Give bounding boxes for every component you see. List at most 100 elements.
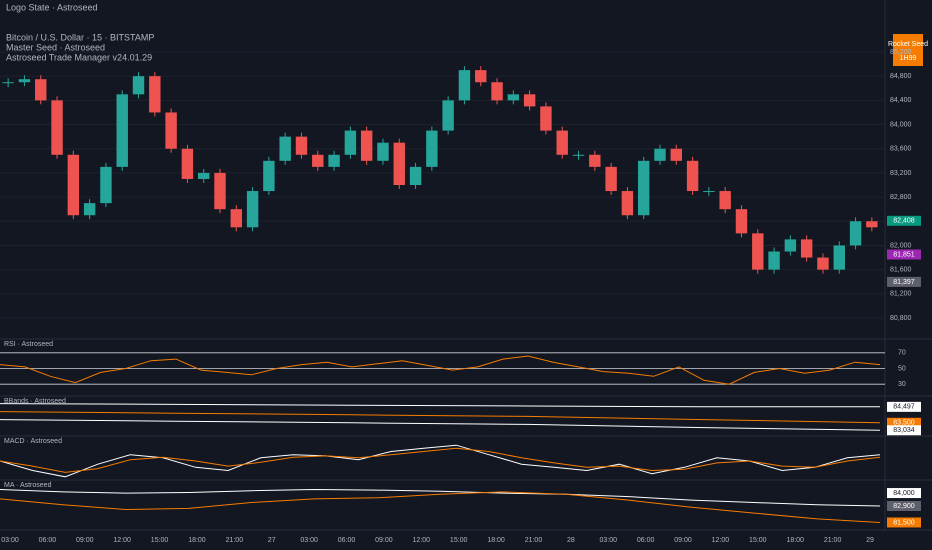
- y-tick-label: 81,600: [890, 266, 912, 273]
- x-tick-label: 15:00: [450, 537, 468, 544]
- candle: [491, 82, 503, 101]
- x-tick-label: 06:00: [637, 537, 655, 544]
- candle: [507, 94, 520, 101]
- indicator-line: [0, 355, 881, 385]
- candle: [703, 191, 715, 193]
- y-tick-label: 80,800: [890, 315, 912, 322]
- x-tick-label: 15:00: [749, 537, 767, 544]
- price-tag: [887, 501, 921, 511]
- candle: [279, 136, 291, 161]
- candle: [246, 191, 259, 228]
- candle: [654, 148, 666, 161]
- x-tick-label: 03:00: [1, 537, 19, 544]
- candle: [263, 160, 275, 192]
- candle: [67, 154, 80, 216]
- candle: [540, 106, 552, 131]
- y-tick-label: 70: [898, 350, 906, 357]
- candle: [817, 257, 829, 270]
- candle: [670, 148, 682, 161]
- x-tick-label: 18:00: [786, 537, 804, 544]
- candle: [686, 160, 699, 192]
- price-tag-label: 82,408: [893, 218, 915, 225]
- panel-title: MA · Astroseed: [4, 482, 52, 489]
- candle: [100, 166, 112, 204]
- y-tick-label: 82,800: [890, 194, 912, 201]
- candle: [312, 154, 324, 167]
- y-tick-label: 30: [898, 381, 906, 388]
- price-tag-label: 83,034: [893, 427, 915, 434]
- symbol-title: Bitcoin / U.S. Dollar · 15 · BITSTAMP: [6, 32, 154, 42]
- x-tick-label: 18:00: [188, 537, 206, 544]
- candle: [181, 148, 194, 179]
- indicator-line: [0, 403, 880, 408]
- candle: [475, 70, 487, 83]
- x-tick-label: 29: [866, 537, 874, 544]
- x-tick-label: 15:00: [151, 537, 169, 544]
- candle: [800, 239, 813, 258]
- candle: [230, 209, 242, 228]
- price-tag-label: 84,497: [893, 404, 915, 411]
- x-tick-label: 21:00: [525, 537, 543, 544]
- x-tick-label: 03:00: [599, 537, 617, 544]
- candle: [198, 172, 210, 179]
- candle: [426, 130, 438, 167]
- panel-title: BBands · Astroseed: [4, 398, 66, 405]
- candle: [784, 239, 797, 252]
- price-tag-label: 81,500: [893, 519, 915, 526]
- x-tick-label: 28: [567, 537, 575, 544]
- y-tick-label: 50: [898, 365, 906, 372]
- x-tick-label: 12:00: [113, 537, 131, 544]
- price-tag-label: 83,500: [893, 420, 915, 427]
- candle: [752, 233, 764, 270]
- x-tick-label: 09:00: [375, 537, 393, 544]
- y-tick-label: 85,200: [890, 49, 912, 56]
- price-tag: [887, 517, 921, 528]
- price-tag-label: 81,397: [893, 279, 915, 286]
- price-tag: [887, 425, 921, 436]
- price-tag: [887, 417, 921, 428]
- indicator-line: [0, 447, 881, 473]
- candle: [149, 76, 161, 113]
- y-tick-label: 82,000: [890, 242, 912, 249]
- candle: [35, 79, 47, 101]
- candle: [83, 203, 96, 216]
- candle: [2, 82, 14, 84]
- x-tick-label: 06:00: [39, 537, 57, 544]
- candle: [165, 112, 177, 149]
- indicator-line: [0, 444, 881, 478]
- y-tick-label: 83,600: [890, 146, 912, 153]
- candle: [589, 154, 601, 167]
- y-tick-label: 84,400: [890, 97, 912, 104]
- badge-value: 1H99: [900, 55, 917, 62]
- candle: [621, 191, 634, 216]
- indicator-line: [0, 419, 881, 431]
- x-tick-label: 18:00: [487, 537, 505, 544]
- candle: [833, 245, 845, 270]
- indicator-title: Master Seed · Astroseed: [6, 42, 105, 52]
- candle: [866, 221, 878, 228]
- x-tick-label: 21:00: [226, 537, 244, 544]
- candle: [116, 94, 128, 167]
- x-tick-label: 21:00: [824, 537, 842, 544]
- candle: [377, 142, 389, 161]
- candle: [393, 142, 405, 185]
- candle: [605, 166, 617, 192]
- candle: [51, 100, 63, 155]
- indicator-title: Astroseed Trade Manager v24.01.29: [6, 52, 152, 62]
- x-tick-label: 12:00: [413, 537, 431, 544]
- x-tick-label: 27: [268, 537, 276, 544]
- price-tag: [887, 249, 921, 260]
- candle: [719, 191, 731, 210]
- price-tag-label: 84,000: [893, 490, 915, 497]
- x-tick-label: 09:00: [76, 537, 94, 544]
- indicator-line: [0, 411, 881, 424]
- candle: [849, 221, 862, 246]
- price-tag-label: 82,900: [893, 503, 915, 510]
- layout-title: Logo State · Astroseed: [6, 2, 98, 12]
- candle: [735, 209, 748, 234]
- badge: [893, 34, 923, 66]
- panel-title: RSI · Astroseed: [4, 341, 53, 348]
- candle: [458, 70, 471, 101]
- badge-title: Rocket Seed: [888, 41, 928, 48]
